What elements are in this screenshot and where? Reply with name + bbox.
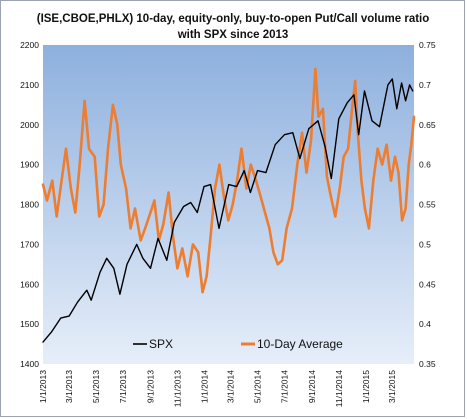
y-left-tick-label: 1400 [20,359,39,369]
x-tick-label: 7/1/2013 [118,370,128,403]
y-left-tick-label: 2000 [20,120,39,130]
x-tick-label: 7/1/2014 [279,370,289,403]
y-left-tick-label: 1900 [20,160,39,170]
series-layer [41,67,416,343]
y-right-tick-label: 0.7 [419,80,431,90]
x-tick-label: 11/1/2013 [172,370,182,407]
y-right-tick-label: 0.6 [419,160,431,170]
legend-spx-label: SPX [149,337,173,351]
x-tick-label: 11/1/2014 [334,370,344,407]
y-left-tick-label: 1600 [20,279,39,289]
chart-title: (ISE,CBOE,PHLX) 10-day, equity-only, buy… [37,13,430,25]
x-tick-label: 3/1/2014 [225,370,235,403]
y-right-tick-label: 0.4 [419,319,431,329]
x-axis: 1/1/2013 3/1/2013 5/1/2013 7/1/2013 9/1/2013… [38,370,397,407]
x-tick-label: 1/1/2014 [199,370,209,403]
y-left-tick-label: 2100 [20,80,39,90]
y-right-tick-label: 0.45 [419,279,436,289]
x-tick-label: 3/1/2015 [387,370,397,403]
x-tick-label: 5/1/2014 [252,370,262,403]
y-right-tick-label: 0.65 [419,120,436,130]
y-left-tick-label: 1500 [20,319,39,329]
chart-subtitle: with SPX since 2013 [177,29,289,41]
y-axis-right: 0.35 0.4 0.45 0.5 0.55 0.6 0.65 0.7 0.75 [419,40,436,369]
x-tick-label: 1/1/2015 [361,370,371,403]
ten-day-average-line [41,67,416,294]
y-right-tick-label: 0.75 [419,40,436,50]
x-tick-label: 3/1/2013 [64,370,74,403]
x-tick-label: 5/1/2013 [91,370,101,403]
legend: SPX 10-Day Average [133,337,343,351]
y-left-tick-label: 1700 [20,239,39,249]
x-tick-label: 9/1/2014 [307,370,317,403]
y-right-tick-label: 0.35 [419,359,436,369]
y-left-tick-label: 1800 [20,200,39,210]
y-right-tick-label: 0.55 [419,200,436,210]
x-tick-label: 9/1/2013 [145,370,155,403]
y-left-tick-label: 2200 [20,40,39,50]
y-axis-left: 1400 1500 1600 1700 1800 1900 2000 2100 2200 [20,40,39,369]
x-tick-label: 1/1/2013 [38,370,48,403]
y-right-tick-label: 0.5 [419,239,431,249]
legend-ten-day-average-label: 10-Day Average [257,337,343,351]
spx-line [42,78,414,343]
